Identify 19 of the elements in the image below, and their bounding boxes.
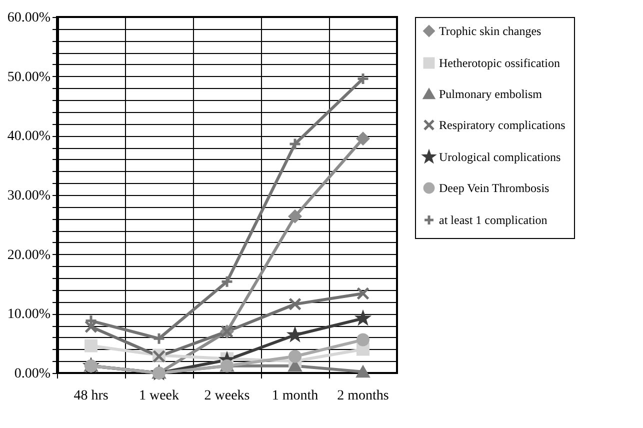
x-tick-label: 2 months: [337, 388, 389, 404]
legend-label: Deep Vein Thrombosis: [439, 181, 550, 195]
y-tick-label: 40.00%: [7, 129, 51, 144]
legend-label: Respiratory complications: [439, 118, 566, 132]
legend-label: Hetherotopic ossification: [439, 56, 560, 70]
legend-label: Pulmonary embolism: [439, 87, 543, 101]
x-tick-label: 1 month: [272, 388, 318, 404]
y-tick-label: 20.00%: [7, 248, 51, 263]
y-tick-label: 60.00%: [7, 10, 51, 26]
x-tick-label: 1 week: [138, 388, 180, 404]
y-tick-label: 0.00%: [14, 366, 51, 382]
legend-label: at least 1 complication: [439, 213, 548, 227]
y-tick-label: 50.00%: [7, 70, 51, 85]
x-tick-label: 48 hrs: [74, 388, 108, 404]
y-tick-label: 30.00%: [7, 188, 51, 204]
legend-label: Trophic skin changes: [439, 24, 542, 38]
legend-label: Urological complications: [439, 150, 561, 164]
y-tick-label: 10.00%: [7, 307, 51, 322]
x-tick-label: 2 weeks: [204, 388, 250, 404]
